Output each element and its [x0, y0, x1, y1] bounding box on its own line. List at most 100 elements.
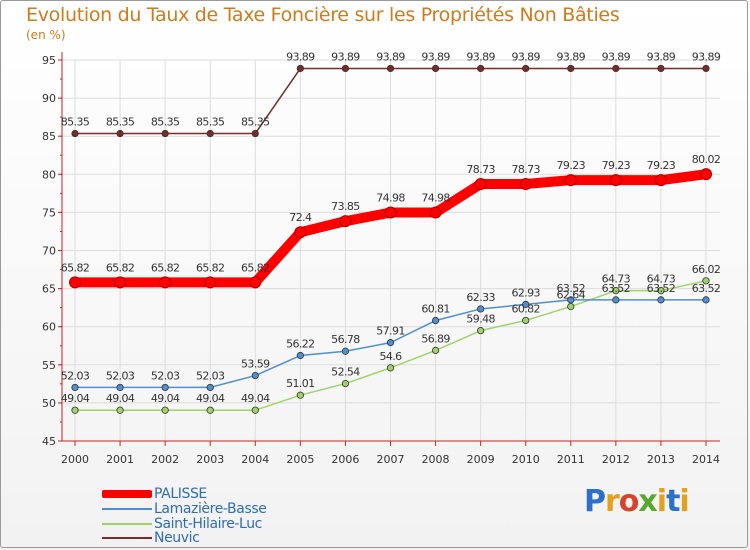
x-tick-label: 2004	[241, 453, 269, 466]
data-point	[71, 406, 79, 414]
data-label: 63.52	[602, 282, 631, 295]
data-point	[251, 129, 259, 138]
data-point	[116, 406, 124, 414]
data-point	[69, 276, 81, 289]
data-point	[567, 296, 575, 304]
data-label: 56.89	[421, 332, 450, 345]
data-label: 63.52	[647, 282, 676, 295]
data-label: 65.82	[196, 261, 225, 274]
data-label: 52.54	[331, 366, 360, 379]
y-tick-label: 60	[42, 321, 56, 334]
data-label: 85.35	[151, 116, 180, 129]
y-tick-label: 80	[42, 168, 56, 181]
x-tick-label: 2005	[286, 453, 314, 466]
data-label: 93.89	[647, 50, 676, 63]
data-point	[519, 177, 532, 190]
x-tick-label: 2003	[196, 453, 224, 466]
data-point	[657, 296, 665, 304]
data-label: 59.48	[466, 313, 495, 326]
data-point	[477, 305, 485, 313]
data-label: 49.04	[61, 392, 90, 405]
data-point	[700, 168, 712, 181]
data-label: 93.89	[376, 50, 405, 63]
data-point	[431, 346, 440, 354]
data-point	[657, 287, 665, 295]
y-tick-label: 75	[42, 206, 56, 219]
data-label: 56.78	[331, 333, 360, 346]
data-label: 93.89	[557, 50, 586, 63]
data-point	[294, 226, 307, 239]
x-tick-label: 2014	[692, 453, 720, 466]
data-label: 79.23	[647, 159, 676, 172]
data-point	[251, 371, 259, 380]
data-point	[657, 64, 665, 73]
data-label: 74.98	[421, 192, 450, 205]
legend-label-lamaziere-basse: Lamazière-Basse	[154, 501, 267, 517]
data-label: 74.98	[376, 192, 405, 205]
data-point	[296, 351, 304, 360]
data-point	[206, 383, 214, 392]
y-tick-label: 85	[42, 130, 56, 143]
x-tick-label: 2006	[331, 453, 359, 466]
data-point	[341, 379, 350, 388]
data-label: 79.23	[557, 159, 586, 172]
data-point	[612, 296, 620, 304]
data-label: 62.93	[511, 286, 540, 299]
legend-label-palisse: PALISSE	[154, 486, 207, 502]
data-point	[431, 64, 440, 73]
data-label: 65.82	[106, 261, 135, 274]
data-label: 66.02	[692, 263, 721, 276]
data-point	[567, 302, 575, 311]
data-label: 93.89	[602, 50, 631, 63]
data-point	[296, 391, 304, 399]
data-point	[612, 64, 620, 73]
data-label: 54.6	[379, 350, 402, 363]
y-tick-label: 55	[42, 359, 56, 372]
data-point	[71, 129, 79, 138]
x-tick-label: 2000	[61, 453, 89, 466]
data-label: 57.91	[376, 325, 405, 338]
data-label: 63.52	[557, 282, 586, 295]
data-label: 93.89	[692, 50, 721, 63]
x-tick-label: 2001	[106, 453, 134, 466]
data-label: 51.01	[286, 377, 315, 390]
legend-swatch-neuvic	[102, 537, 152, 539]
data-label: 85.35	[241, 116, 270, 129]
data-label: 93.89	[511, 50, 540, 63]
data-point	[159, 276, 172, 289]
data-label: 60.81	[421, 303, 450, 316]
data-point	[477, 64, 485, 73]
y-tick-label: 45	[42, 435, 56, 448]
data-label: 78.73	[466, 163, 495, 176]
data-point	[251, 406, 259, 414]
data-label: 56.22	[286, 338, 315, 351]
data-point	[654, 174, 667, 187]
data-label: 60.82	[511, 302, 540, 315]
legend-swatch-palisse	[102, 490, 152, 498]
data-point	[702, 64, 710, 73]
data-point	[114, 276, 127, 289]
data-label: 80.02	[692, 153, 721, 166]
data-label: 85.35	[61, 116, 90, 129]
data-point	[386, 64, 395, 73]
data-label: 65.82	[151, 261, 180, 274]
data-label: 63.52	[692, 282, 721, 295]
x-tick-label: 2007	[377, 453, 405, 466]
data-label: 78.73	[511, 163, 540, 176]
data-label: 73.85	[331, 200, 360, 213]
x-tick-label: 2012	[602, 453, 630, 466]
data-label: 85.35	[196, 116, 225, 129]
data-point	[206, 129, 214, 138]
data-point	[386, 339, 395, 347]
data-point	[474, 177, 487, 190]
data-point	[477, 327, 485, 335]
data-label: 64.73	[647, 273, 676, 286]
data-point	[386, 364, 395, 372]
data-label: 85.35	[106, 116, 135, 129]
chart-title: Evolution du Taux de Taxe Foncière sur l…	[26, 4, 620, 26]
data-point	[71, 383, 79, 392]
data-label: 93.89	[286, 50, 315, 63]
data-point	[206, 406, 214, 414]
